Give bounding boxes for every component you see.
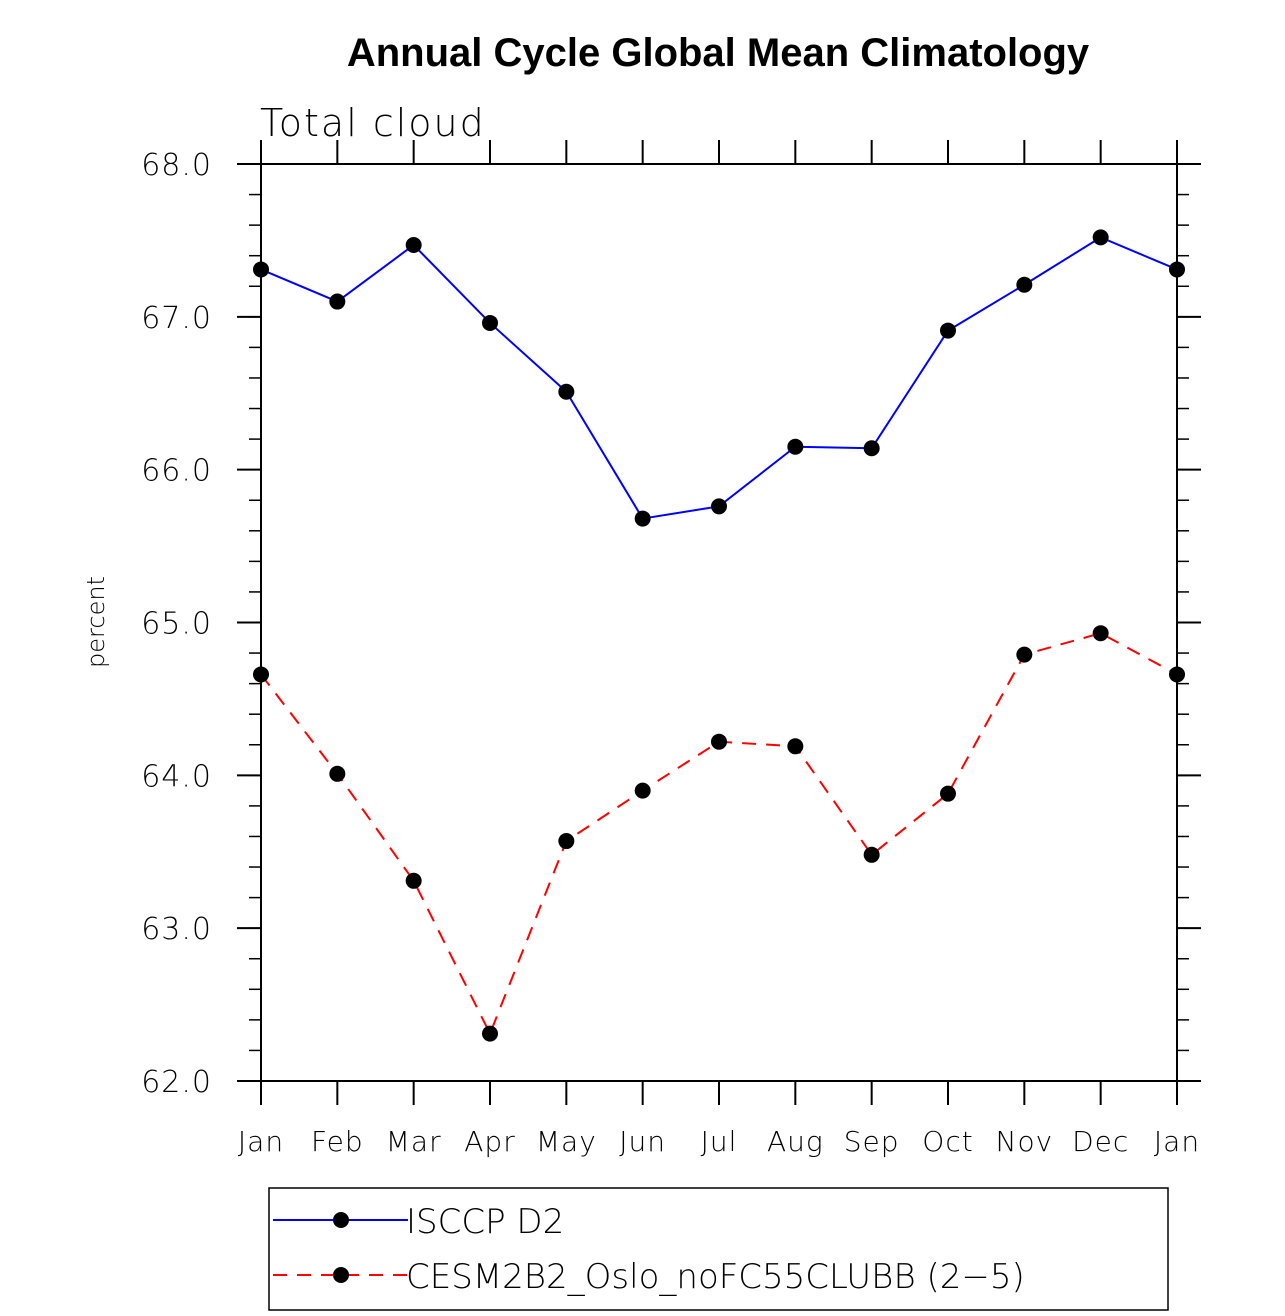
y-tick-label: 66.0 — [141, 454, 212, 489]
data-point — [329, 765, 346, 782]
legend-box — [268, 1187, 1169, 1311]
x-tick-label: Aug — [767, 1125, 824, 1158]
x-tick-label: Mar — [386, 1125, 442, 1158]
data-point — [558, 383, 575, 400]
y-tick-label: 63.0 — [141, 912, 212, 947]
data-point — [634, 782, 651, 799]
y-axis-label: percent — [82, 576, 110, 668]
data-point — [711, 733, 727, 750]
data-point — [634, 510, 651, 527]
y-tick-label: 65.0 — [141, 607, 212, 642]
data-point — [482, 1025, 498, 1042]
x-tick-label: Jul — [701, 1125, 738, 1158]
x-tick-label: Dec — [1072, 1125, 1129, 1158]
data-point — [711, 498, 727, 515]
x-tick-label: Oct — [922, 1125, 973, 1158]
data-point — [1016, 276, 1033, 293]
plot-frame — [260, 163, 1178, 1082]
data-point — [253, 666, 269, 683]
legend-marker — [333, 1212, 349, 1228]
series-layer — [253, 229, 1185, 1042]
x-tick-label: May — [536, 1125, 597, 1158]
x-tick-label: Feb — [311, 1125, 364, 1158]
x-tick-label: Jun — [619, 1125, 666, 1158]
y-tick-label: 68.0 — [141, 148, 212, 183]
legend-label: ISCCP D2 — [406, 1202, 564, 1242]
data-point — [1169, 261, 1185, 278]
data-point — [863, 846, 880, 863]
data-point — [940, 785, 956, 802]
data-point — [1092, 625, 1109, 642]
x-tick-label: Jan — [238, 1125, 284, 1158]
chart-title: Annual Cycle Global Mean Climatology — [347, 31, 1090, 75]
data-point — [787, 438, 804, 455]
series-line — [260, 632, 1178, 1037]
legend-marker — [333, 1267, 349, 1283]
data-point — [1169, 666, 1185, 683]
y-tick-label: 64.0 — [141, 759, 212, 794]
series-0 — [253, 229, 1185, 527]
axes: 62.0 63.0 64.0 65.0 66.0 67.0 68.0 Jan Feb Mar Apr… — [141, 140, 1201, 1158]
data-point — [558, 833, 575, 850]
data-point — [253, 261, 269, 278]
y-tick-label: 62.0 — [141, 1065, 212, 1100]
series-1 — [253, 625, 1185, 1042]
legend-label: CESM2B2_Oslo_noFC55CLUBB (2−5) — [406, 1257, 1025, 1297]
data-point — [940, 322, 956, 339]
data-point — [482, 314, 498, 331]
data-point — [1092, 229, 1109, 246]
x-tick-label: Apr — [464, 1125, 515, 1158]
legend: ISCCP D2 CESM2B2_Oslo_noFC55CLUBB (2−5) — [268, 1187, 1169, 1311]
data-point — [863, 440, 880, 457]
data-point — [329, 293, 346, 310]
data-point — [405, 872, 422, 889]
series-line — [260, 236, 1178, 520]
data-point — [405, 237, 422, 254]
data-point — [1016, 646, 1033, 663]
x-tick-label: Sep — [844, 1125, 900, 1158]
chart-subtitle: Total cloud — [260, 101, 486, 145]
x-tick-label: Jan — [1154, 1125, 1200, 1158]
y-tick-label: 67.0 — [141, 301, 212, 336]
data-point — [787, 738, 804, 755]
x-tick-label: Nov — [996, 1125, 1054, 1158]
